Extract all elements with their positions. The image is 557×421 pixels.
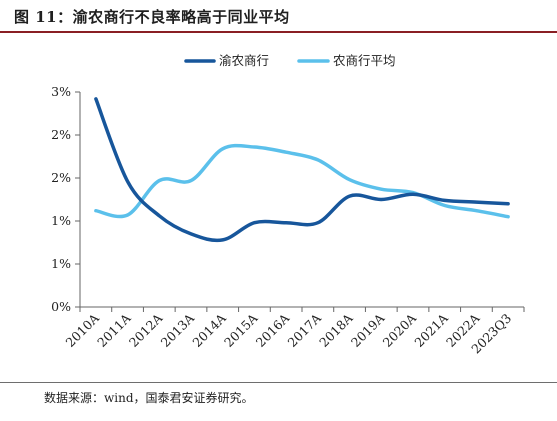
x-tick-label: 2016A <box>253 310 293 350</box>
x-tick-label: 2017A <box>284 310 324 350</box>
y-tick-label: 0% <box>51 299 71 314</box>
line-chart: 渝农商行 农商行平均 0%1%1%2%2%3% 2010A2011A2012A2… <box>51 53 525 356</box>
source-note: 数据来源：wind，国泰君安证券研究。 <box>44 391 254 405</box>
x-tick-label: 2014A <box>189 310 229 350</box>
x-tick-label: 2021A <box>411 310 451 350</box>
y-tick-label: 2% <box>51 170 71 185</box>
y-tick-label: 1% <box>51 213 71 228</box>
x-tick-label: 2015A <box>221 310 261 350</box>
x-tick-label: 2012A <box>126 310 166 350</box>
series-line-average <box>94 143 510 219</box>
legend-label-yunong: 渝农商行 <box>219 53 269 68</box>
title-divider <box>0 31 557 33</box>
x-tick-label: 2018A <box>316 310 356 350</box>
chart-title: 图 11：渝农商行不良率略高于同业平均 <box>14 8 290 26</box>
y-tick-label: 2% <box>51 127 71 142</box>
series-line-yunong <box>94 97 510 243</box>
source-divider <box>0 382 557 383</box>
x-tick-label: 2011A <box>94 310 134 350</box>
x-tick-label: 2020A <box>380 310 420 350</box>
legend-label-average: 农商行平均 <box>333 53 396 68</box>
x-tick-label: 2013A <box>158 310 198 350</box>
x-tick-label: 2010A <box>62 310 102 350</box>
y-tick-label: 1% <box>51 256 71 271</box>
x-tick-label: 2019A <box>348 310 388 350</box>
chart-legend: 渝农商行 农商行平均 <box>184 53 396 68</box>
y-tick-label: 3% <box>51 84 71 99</box>
